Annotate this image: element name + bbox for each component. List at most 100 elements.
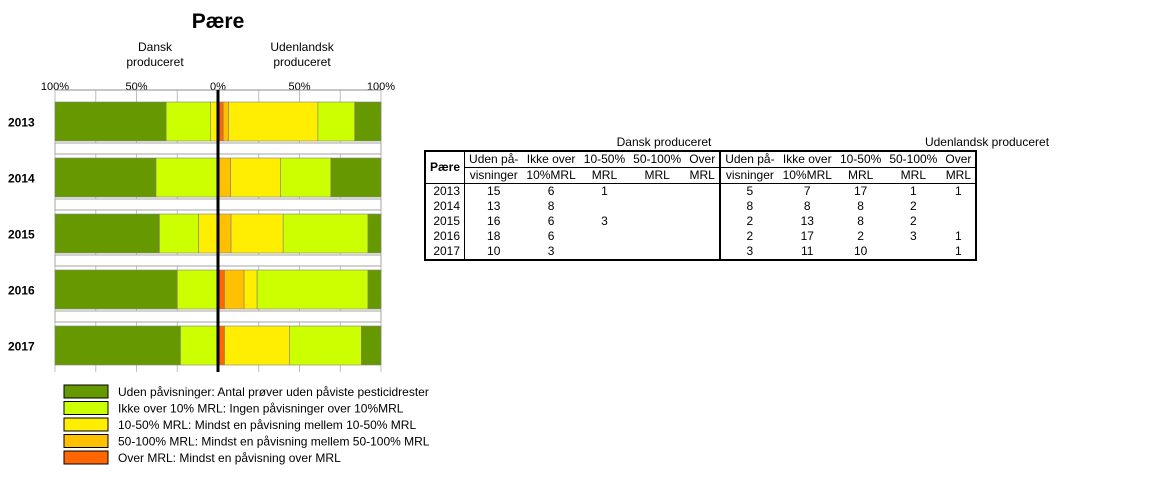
table-cell — [629, 244, 685, 260]
legend-label-uden: Uden påvisninger: Antal prøver uden påvi… — [118, 385, 429, 399]
table-cell — [580, 229, 629, 244]
subtitle-right-line2: produceret — [273, 55, 331, 69]
table-cell: 6 — [547, 214, 555, 228]
bar-domestic-ikke10-2017 — [180, 325, 219, 366]
table-cell: 1 — [601, 184, 608, 198]
bar-foreign-p50_100-2013 — [222, 101, 229, 142]
bar-foreign-ikke10-2013 — [317, 101, 356, 142]
table-cell: 3 — [601, 214, 608, 228]
legend-swatch-uden — [63, 384, 109, 399]
bar-domestic-uden-2014 — [54, 157, 157, 198]
chart-title: Pære — [192, 10, 245, 33]
table-cell: 16 — [487, 214, 501, 228]
table-cell: 1 — [909, 184, 917, 198]
bar-foreign-uden-2015 — [367, 213, 382, 254]
column-header: Over — [685, 151, 722, 168]
table-corner-label: Pære — [425, 151, 466, 184]
legend-label-p10_50: 10-50% MRL: Mindst en påvisning mellem 1… — [118, 418, 416, 432]
data-table: Pære Uden på- Ikke over 10-50% 50-100% Over Ud… — [424, 150, 978, 261]
category-label: 2014 — [8, 172, 35, 186]
bar-domestic-ikke10-2016 — [176, 269, 219, 310]
table-row-year: 2016 — [425, 229, 466, 244]
legend-swatch-p10_50 — [63, 417, 109, 432]
bar-domestic-ikke10-2015 — [159, 213, 199, 254]
subtitle-left-line1: Dansk — [138, 40, 173, 54]
table-row: 2013 15 6 1 5 7 17 1 1 — [425, 183, 976, 199]
table-cell: 1 — [955, 184, 962, 198]
table-cell: 1 — [955, 229, 962, 243]
table-cell — [685, 183, 722, 199]
column-header: 10-50% — [835, 151, 886, 168]
table-cell: 8 — [857, 214, 864, 228]
table-cell — [885, 244, 941, 260]
table-cell — [685, 214, 722, 229]
table-cell — [685, 244, 722, 260]
table-cell: 3 — [909, 229, 917, 243]
data-table-wrapper: Dansk produceret Udenlandsk produceret P… — [424, 134, 1049, 261]
bar-domestic-uden-2013 — [54, 101, 167, 142]
bar-foreign-ikke10-2015 — [282, 213, 369, 254]
category-label: 2013 — [8, 116, 35, 130]
diverging-bar-chart: Pære Dansk produceret Udenlandsk produce… — [8, 10, 430, 465]
column-header: 50-100% — [885, 151, 942, 168]
column-header: MRL — [579, 167, 630, 184]
column-header: 10%MRL — [778, 167, 836, 184]
column-header: MRL — [685, 167, 722, 184]
table-cell: 2 — [909, 214, 917, 228]
bar-foreign-p50_100-2015 — [217, 213, 232, 254]
table-row-year: 2014 — [425, 199, 466, 214]
table-cell: 2 — [746, 229, 754, 243]
legend-label-p50_100: 50-100% MRL: Mindst en påvisning mellem … — [118, 435, 430, 449]
category-label: 2017 — [8, 340, 35, 354]
column-header: 10-50% — [579, 151, 630, 168]
legend-label-ikke10: Ikke over 10% MRL: Ingen påvisninger ove… — [118, 402, 404, 416]
table-cell: 13 — [487, 199, 501, 213]
table-row: 2015 16 6 3 2 13 8 2 — [425, 214, 976, 229]
table-cell: 2 — [857, 229, 864, 243]
table-row-year: 2013 — [425, 183, 466, 199]
bar-foreign-ikke10-2016 — [256, 269, 369, 310]
table-cell: 8 — [547, 199, 555, 213]
legend-swatch-p50_100 — [63, 434, 109, 448]
table-cell: 11 — [801, 244, 814, 258]
table-cell: 13 — [800, 214, 814, 228]
group-header-udenlandsk: Udenlandsk produceret — [924, 135, 1050, 149]
legend-swatch-over — [63, 450, 109, 465]
column-header: Ikke over — [522, 151, 580, 168]
table-cell: 5 — [746, 184, 754, 198]
column-header: visninger — [464, 167, 523, 184]
table-cell: 2 — [909, 199, 917, 213]
table-cell — [629, 214, 685, 229]
column-header: 10%MRL — [522, 167, 580, 184]
column-header: Uden på- — [720, 151, 779, 168]
column-header: visninger — [720, 167, 779, 184]
table-cell: 10 — [853, 244, 868, 258]
table-cell: 7 — [803, 184, 811, 198]
column-header: MRL — [835, 167, 886, 184]
bar-domestic-p10_50-2015 — [198, 213, 219, 254]
table-cell: 10 — [487, 244, 501, 258]
bar-foreign-p10_50-2014 — [230, 157, 281, 198]
column-header: 50-100% — [629, 151, 686, 168]
table-row-year: 2015 — [425, 214, 466, 229]
category-label: 2015 — [8, 228, 35, 242]
table-cell: 3 — [746, 244, 754, 258]
bar-foreign-p50_100-2014 — [217, 157, 231, 198]
table-cell — [629, 229, 685, 244]
table-cell: 17 — [853, 184, 868, 198]
bar-foreign-uden-2014 — [330, 157, 382, 198]
table-cell: 18 — [487, 229, 501, 243]
bar-domestic-ikke10-2013 — [165, 101, 211, 142]
table-cell: 1 — [955, 244, 962, 258]
bar-foreign-uden-2013 — [354, 101, 382, 142]
bar-domestic-uden-2016 — [54, 269, 178, 310]
bar-foreign-p10_50-2016 — [243, 269, 258, 310]
table-group-headers: Dansk produceret Udenlandsk produceret — [424, 134, 1049, 150]
subtitle-right-line1: Udenlandsk — [270, 40, 334, 54]
table-row: 2017 10 3 3 11 10 1 — [425, 244, 976, 260]
table-cell: 17 — [800, 229, 814, 243]
table-cell — [580, 199, 629, 214]
table-cell — [685, 229, 722, 244]
table-cell: 3 — [547, 244, 555, 258]
table-cell: 2 — [746, 214, 754, 228]
